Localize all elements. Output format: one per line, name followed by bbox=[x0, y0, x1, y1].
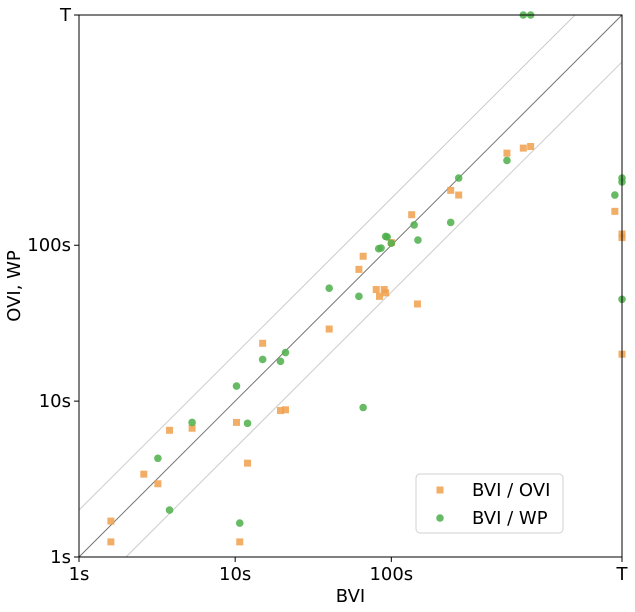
point-series0-1 bbox=[107, 538, 115, 546]
point-series1-21 bbox=[503, 156, 511, 165]
point-series0-5 bbox=[188, 424, 196, 432]
point-series1-20 bbox=[454, 174, 463, 182]
point-series0-4 bbox=[166, 426, 174, 434]
point-series1-17 bbox=[410, 221, 418, 229]
y-axis-title: OVI, WP bbox=[4, 250, 25, 322]
data-points bbox=[107, 11, 626, 546]
point-series1-7 bbox=[276, 357, 285, 366]
x-axis-ticks: 1s 10s 100s T bbox=[69, 557, 629, 585]
point-series1-5 bbox=[243, 419, 252, 428]
legend-label-0: BVI / OVI bbox=[472, 480, 550, 501]
y-tick-label-2: 100s bbox=[27, 235, 71, 256]
point-series0-14 bbox=[359, 252, 367, 260]
point-series1-1 bbox=[165, 506, 174, 514]
y-tick-label-0: 1s bbox=[50, 547, 71, 568]
point-series1-13 bbox=[377, 244, 385, 252]
point-series1-18 bbox=[414, 236, 422, 244]
point-series0-10 bbox=[276, 407, 284, 415]
y-axis-ticks: 1s 10s 100s T bbox=[27, 5, 79, 568]
legend-frame bbox=[415, 473, 564, 534]
legend-marker-0 bbox=[436, 486, 444, 494]
x-tick-label-2: 100s bbox=[369, 564, 413, 585]
reference-line-1 bbox=[78, 14, 576, 511]
point-series0-12 bbox=[325, 325, 333, 333]
reference-line-0 bbox=[78, 14, 623, 558]
point-series0-25 bbox=[519, 144, 527, 152]
point-series0-3 bbox=[154, 480, 162, 488]
point-series1-4 bbox=[235, 519, 244, 527]
point-series1-11 bbox=[359, 403, 367, 412]
point-series1-16 bbox=[387, 239, 396, 248]
point-series0-15 bbox=[372, 286, 380, 294]
point-series1-0 bbox=[154, 454, 162, 463]
point-series1-3 bbox=[232, 382, 241, 390]
legend-marker-1 bbox=[436, 514, 444, 522]
point-series0-2 bbox=[140, 470, 148, 478]
y-tick-label-3: T bbox=[59, 5, 72, 26]
point-series1-8 bbox=[281, 348, 290, 357]
y-tick-label-1: 10s bbox=[39, 391, 71, 412]
point-series0-9 bbox=[259, 339, 267, 347]
plot-frame bbox=[78, 14, 623, 558]
point-series0-0 bbox=[107, 517, 115, 525]
legend-label-1: BVI / WP bbox=[472, 508, 548, 529]
point-series1-2 bbox=[188, 418, 196, 427]
point-series1-10 bbox=[355, 292, 363, 301]
point-series0-7 bbox=[236, 538, 244, 546]
point-series0-27 bbox=[611, 207, 619, 215]
point-series0-22 bbox=[447, 186, 455, 194]
point-series1-19 bbox=[446, 218, 455, 227]
point-series0-21 bbox=[413, 300, 421, 308]
legend: BVI / OVI BVI / WP bbox=[415, 473, 564, 534]
point-series0-26 bbox=[527, 143, 535, 151]
x-tick-label-0: 1s bbox=[69, 564, 90, 585]
x-axis-title: BVI bbox=[336, 586, 365, 607]
point-series0-18 bbox=[382, 289, 390, 297]
point-series0-16 bbox=[376, 292, 384, 300]
point-series0-24 bbox=[503, 149, 511, 157]
point-series1-15 bbox=[383, 233, 391, 241]
x-tick-label-3: T bbox=[616, 564, 629, 585]
reference-line-2 bbox=[125, 61, 623, 558]
point-series0-23 bbox=[455, 191, 463, 199]
point-series1-24 bbox=[611, 191, 619, 199]
point-series1-6 bbox=[258, 355, 267, 364]
point-series0-6 bbox=[233, 418, 241, 426]
x-tick-label-1: 10s bbox=[219, 564, 251, 585]
reference-lines bbox=[78, 14, 623, 558]
point-series0-20 bbox=[408, 211, 416, 219]
point-series0-13 bbox=[355, 265, 363, 273]
point-series0-8 bbox=[244, 459, 252, 467]
point-series1-9 bbox=[325, 284, 333, 293]
point-series0-11 bbox=[281, 406, 289, 414]
